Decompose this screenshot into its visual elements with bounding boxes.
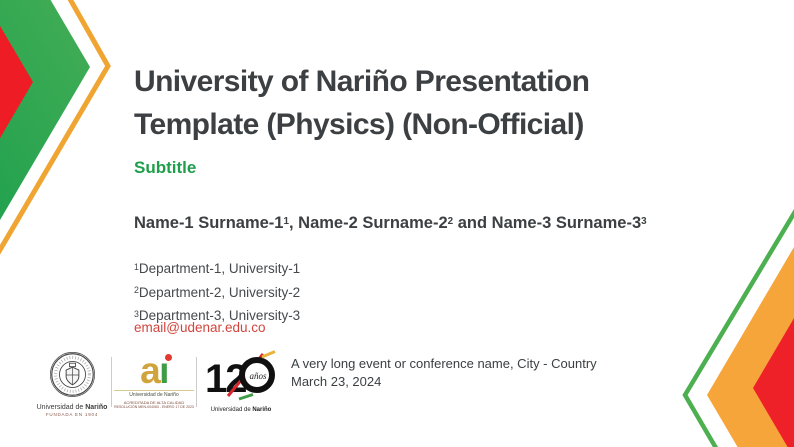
affiliation-1-text: Department-1, University-1 (138, 261, 301, 276)
ai-accreditation-line1: ACREDITADA DE ALTA CALIDAD (123, 400, 185, 405)
ai-logo-mark: aı (140, 350, 173, 391)
red-diamond-shape (0, 25, 33, 139)
author-separator: and (453, 214, 492, 232)
ai-university-name: Universidad de Nariño (114, 390, 194, 398)
affiliation-list: 1Department-1, University-1 2Department-… (134, 258, 300, 329)
anniversary-120-icon: 12 años (205, 350, 276, 401)
author-1-superscript: 1 (283, 215, 289, 227)
yellow-chevron-right-shape (707, 247, 794, 447)
ai-letter-a: a (140, 350, 161, 391)
author-line: Name-1 Surname-11, Name-2 Surname-22 and… (134, 214, 647, 233)
title-line-1: University of Nariño Presentation (134, 65, 590, 98)
anniversary-yellow-stroke (261, 350, 276, 359)
title-line-2: Template (Physics) (Non-Official) (134, 108, 584, 141)
affiliation-3: 3Department-3, University-3 (134, 305, 300, 329)
yellow-chevron-left-shape (0, 0, 111, 255)
affiliation-3-superscript: 3 (134, 308, 139, 319)
presentation-title: University of Nariño Presentation Templa… (134, 60, 590, 146)
anniversary-zero-ring (239, 357, 275, 393)
anniversary-120-logo: 12 años Universidad de Nariño (200, 350, 282, 413)
affiliation-2-text: Department-2, University-2 (138, 284, 301, 300)
anniversary-name-prefix: Universidad de (210, 407, 253, 413)
contact-email-link[interactable]: email@udenar.edu.co (134, 320, 266, 335)
green-diamond-shape (0, 0, 90, 220)
green-chevron-right-shape (682, 208, 794, 447)
university-seal-icon (49, 352, 95, 397)
author-3-name: Name-3 Surname-3 (491, 214, 642, 232)
anniversary-green-stroke (238, 393, 254, 401)
ai-accreditation-line2: RESOLUCIÓN MEN-004063 - ENERO 17 DE 2023 (114, 405, 194, 409)
author-2-superscript: 2 (447, 215, 454, 227)
footer-divider (196, 357, 197, 407)
affiliation-3-text: Department-3, University-3 (138, 308, 301, 323)
anniversary-name-bold: Nariño (252, 407, 272, 413)
university-seal-logo: Universidad de Nariño FUNDADA EN 1904 (36, 351, 108, 417)
seal-founded-text: FUNDADA EN 1904 (45, 412, 99, 417)
author-separator: , (288, 214, 299, 232)
ai-red-dot-icon (165, 354, 173, 361)
affiliation-1: 1Department-1, University-1 (134, 258, 300, 282)
anniversary-anos-script: años (249, 371, 267, 381)
footer-divider (111, 357, 112, 407)
seal-name-prefix: Universidad de (36, 404, 86, 411)
accreditation-ai-logo: aı Universidad de Nariño ACREDITADA DE A… (114, 352, 194, 409)
seal-name-bold: Nariño (85, 404, 108, 411)
event-date: March 23, 2024 (291, 374, 382, 389)
ai-letter-i: ı (159, 350, 169, 391)
affiliation-1-superscript: 1 (134, 261, 139, 272)
event-name: A very long event or conference name, Ci… (291, 356, 597, 371)
affiliation-2-superscript: 2 (134, 285, 139, 295)
affiliation-2: 2Department-2, University-2 (134, 282, 300, 306)
author-2-name: Name-2 Surname-2 (298, 214, 448, 232)
seal-university-name: Universidad de Nariño (36, 404, 108, 411)
red-chevron-right-shape (753, 318, 794, 447)
author-3-superscript: 3 (641, 215, 647, 227)
anniversary-university-name: Universidad de Nariño (200, 407, 282, 413)
event-info: A very long event or conference name, Ci… (291, 355, 597, 391)
author-1-name: Name-1 Surname-1 (134, 214, 284, 232)
presentation-subtitle: Subtitle (134, 158, 197, 177)
